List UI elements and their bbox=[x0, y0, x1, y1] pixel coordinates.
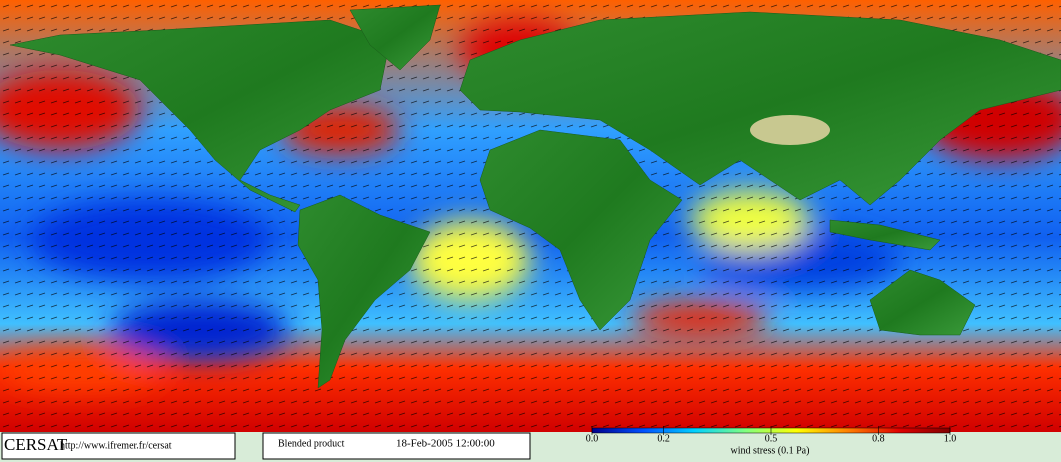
continents bbox=[9, 4, 1061, 389]
colorbar-tick-label: 0.8 bbox=[872, 433, 885, 444]
colorbar-tick-label: 0.5 bbox=[765, 433, 778, 444]
colorbar-label: wind stress (0.1 Pa) bbox=[731, 445, 810, 456]
tibet bbox=[750, 115, 830, 145]
info-box bbox=[262, 432, 531, 460]
indonesia bbox=[829, 219, 941, 251]
south-america bbox=[297, 194, 431, 389]
logo: CERSAT bbox=[4, 435, 68, 454]
africa bbox=[479, 129, 683, 331]
colorbar: 0.0 0.2 0.5 0.8 1.0 bbox=[586, 426, 957, 444]
colorbar-tick-label: 1.0 bbox=[944, 433, 957, 444]
colorbar-tick-label: 0.0 bbox=[586, 433, 599, 444]
greenland bbox=[349, 4, 441, 71]
product: Blended product bbox=[278, 438, 345, 449]
url: http://www.ifremer.fr/cersat bbox=[60, 440, 172, 451]
date: 18-Feb-2005 12:00:00 bbox=[396, 438, 495, 450]
australia bbox=[869, 269, 976, 336]
logo-box bbox=[1, 432, 236, 460]
north-america bbox=[9, 19, 391, 213]
eurasia bbox=[459, 11, 1061, 206]
colorbar-tick-label: 0.2 bbox=[657, 433, 670, 444]
